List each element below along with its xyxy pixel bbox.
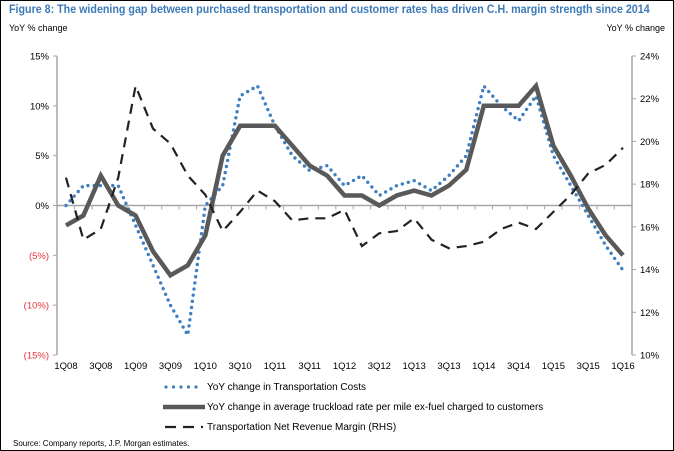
x-tick-label: 1Q14 (472, 361, 495, 372)
right-y-tick-label: 16% (640, 222, 660, 233)
legend-item-truckload-rate: YoY change in average truckload rate per… (163, 397, 543, 417)
right-y-tick-label: 14% (640, 265, 660, 276)
x-tick-label: 3Q10 (228, 361, 251, 372)
left-y-tick-label: (5%) (29, 251, 49, 262)
x-tick-label: 3Q12 (368, 361, 391, 372)
x-tick-label: 3Q08 (89, 361, 112, 372)
x-tick-label: 1Q15 (542, 361, 565, 372)
legend-solid-swatch (163, 404, 205, 410)
x-tick-label: 3Q13 (437, 361, 460, 372)
left-y-tick-label: 10% (30, 101, 50, 112)
chart-title: Figure 8: The widening gap between purch… (9, 4, 650, 16)
legend-item-transportation-costs: YoY change in Transportation Costs (163, 377, 543, 397)
source-note: Source: Company reports, J.P. Morgan est… (13, 439, 190, 448)
line-chart: 15% 10% 5% 0% (5%) (10%) (15%) 24% 22% 20% 18% 16% 1… (24, 52, 660, 373)
x-tick-label: 1Q12 (333, 361, 356, 372)
x-tick-label: 3Q11 (298, 361, 321, 372)
series-line-transportation-costs (64, 82, 625, 341)
left-y-tick-label: (15%) (24, 351, 49, 362)
x-tick-label: 3Q09 (159, 361, 182, 372)
right-y-tick-label: 18% (640, 180, 660, 191)
series-line-truckload-rate (64, 81, 625, 279)
right-y-tick-label: 24% (640, 52, 660, 63)
x-tick-label: 3Q15 (577, 361, 600, 372)
legend-dotted-swatch (164, 385, 205, 389)
legend: YoY change in Transportation Costs YoY c… (163, 377, 543, 437)
right-axis-unit-label: YoY % change (606, 23, 665, 33)
left-y-tick-label: 5% (35, 151, 49, 162)
legend-label: YoY change in Transportation Costs (207, 381, 366, 393)
right-y-tick-label: 22% (640, 94, 660, 105)
left-y-tick-label: 0% (35, 201, 49, 212)
right-y-tick-label: 12% (640, 308, 660, 319)
axes-group (53, 55, 636, 356)
legend-label: YoY change in average truckload rate per… (207, 401, 544, 413)
x-tick-label: 1Q13 (403, 361, 426, 372)
tick-labels-group: 15% 10% 5% 0% (5%) (10%) (15%) 24% 22% 20% 18% 16% 1… (24, 52, 660, 373)
x-tick-label: 3Q14 (507, 361, 530, 372)
legend-dashed-swatch (165, 425, 203, 429)
series-group (64, 81, 625, 341)
x-tick-label: 1Q10 (194, 361, 217, 372)
left-y-tick-label: 15% (30, 52, 50, 63)
right-y-tick-label: 20% (640, 137, 660, 148)
x-tick-label: 1Q09 (124, 361, 147, 372)
left-axis-unit-label: YoY % change (9, 23, 68, 33)
legend-label: Transportation Net Revenue Margin (RHS) (207, 421, 397, 433)
legend-item-net-revenue-margin: Transportation Net Revenue Margin (RHS) (163, 417, 543, 437)
x-tick-label: 1Q16 (611, 361, 634, 372)
left-y-tick-label: (10%) (24, 301, 49, 312)
right-y-tick-label: 10% (640, 351, 660, 362)
x-tick-label: 1Q11 (264, 361, 287, 372)
x-tick-label: 1Q08 (54, 361, 77, 372)
